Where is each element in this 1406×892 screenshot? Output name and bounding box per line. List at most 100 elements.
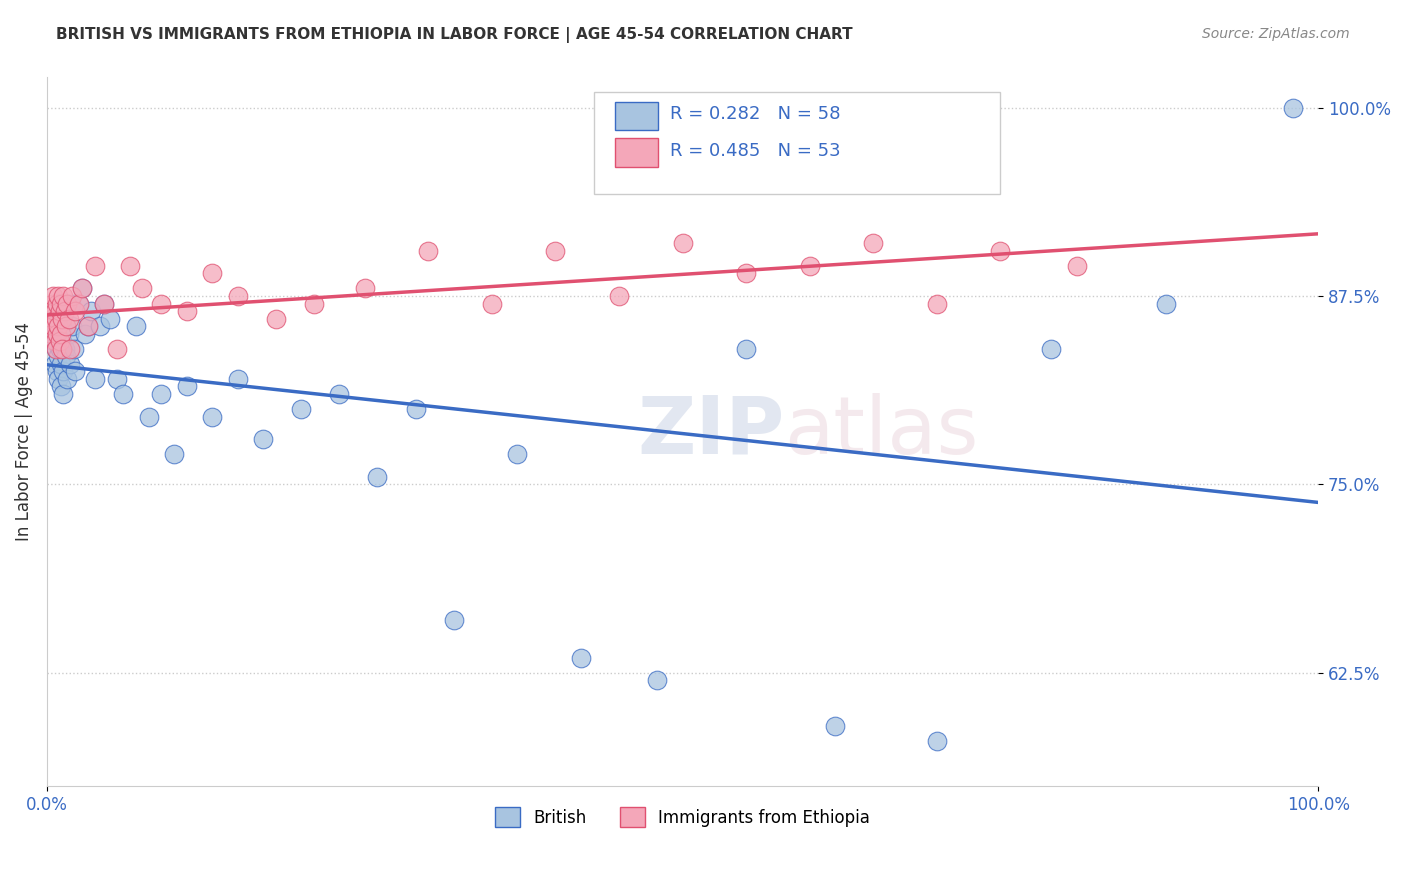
Point: [150, 296, 173, 310]
Text: atlas: atlas: [785, 392, 979, 471]
Text: ZIP: ZIP: [637, 392, 785, 471]
Point: [671, 236, 693, 251]
Point: [56, 296, 79, 310]
Point: [799, 259, 821, 273]
Point: [44, 357, 66, 371]
Point: [72, 281, 94, 295]
Point: [353, 281, 375, 295]
Point: [105, 342, 128, 356]
Point: [824, 718, 846, 732]
Point: [735, 266, 758, 280]
Point: [51, 334, 73, 348]
Point: [506, 447, 529, 461]
Point: [252, 432, 274, 446]
Point: [150, 387, 173, 401]
Point: [735, 342, 758, 356]
Point: [60, 289, 83, 303]
Point: [1154, 296, 1177, 310]
Point: [52, 289, 75, 303]
Point: [201, 409, 224, 424]
Point: [176, 379, 198, 393]
Point: [443, 613, 465, 627]
Point: [990, 244, 1012, 258]
Point: [45, 342, 67, 356]
Point: [163, 447, 186, 461]
Point: [328, 387, 350, 401]
Point: [48, 342, 70, 356]
Point: [52, 364, 75, 378]
Point: [59, 342, 82, 356]
Point: [176, 304, 198, 318]
Text: Source: ZipAtlas.com: Source: ZipAtlas.com: [1202, 27, 1350, 41]
Point: [84, 372, 107, 386]
Point: [45, 311, 67, 326]
FancyBboxPatch shape: [593, 92, 1001, 194]
Point: [80, 304, 103, 318]
Point: [53, 304, 76, 318]
Point: [118, 259, 141, 273]
Point: [100, 311, 122, 326]
Point: [1282, 101, 1305, 115]
Point: [925, 733, 948, 747]
Point: [46, 372, 69, 386]
Point: [42, 334, 65, 348]
Point: [49, 357, 72, 371]
Point: [56, 372, 79, 386]
Point: [39, 311, 62, 326]
Point: [226, 289, 249, 303]
Point: [131, 281, 153, 295]
Point: [226, 372, 249, 386]
Text: BRITISH VS IMMIGRANTS FROM ETHIOPIA IN LABOR FORCE | AGE 45-54 CORRELATION CHART: BRITISH VS IMMIGRANTS FROM ETHIOPIA IN L…: [56, 27, 853, 43]
Point: [76, 319, 98, 334]
Point: [60, 319, 83, 334]
Point: [607, 289, 630, 303]
Point: [59, 357, 82, 371]
Point: [44, 304, 66, 318]
Point: [55, 319, 77, 334]
Point: [418, 244, 440, 258]
Point: [48, 334, 70, 348]
Point: [67, 296, 90, 310]
Point: [138, 409, 160, 424]
Point: [290, 402, 312, 417]
Legend: British, Immigrants from Ethiopia: British, Immigrants from Ethiopia: [488, 800, 877, 834]
Point: [76, 319, 98, 334]
FancyBboxPatch shape: [616, 138, 658, 167]
Point: [53, 342, 76, 356]
Point: [51, 319, 73, 334]
Point: [84, 259, 107, 273]
Point: [58, 326, 80, 341]
Point: [42, 319, 65, 334]
Point: [1040, 342, 1063, 356]
Point: [55, 349, 77, 363]
Point: [862, 236, 884, 251]
Point: [51, 342, 73, 356]
Point: [112, 387, 135, 401]
Point: [201, 266, 224, 280]
Point: [481, 296, 503, 310]
FancyBboxPatch shape: [616, 102, 658, 130]
Point: [1066, 259, 1088, 273]
Point: [48, 326, 70, 341]
Point: [72, 281, 94, 295]
Point: [544, 244, 567, 258]
Y-axis label: In Labor Force | Age 45-54: In Labor Force | Age 45-54: [15, 322, 32, 541]
Point: [46, 349, 69, 363]
Point: [63, 304, 86, 318]
Point: [46, 289, 69, 303]
Point: [302, 296, 325, 310]
Point: [63, 364, 86, 378]
Point: [44, 326, 66, 341]
Text: R = 0.282   N = 58: R = 0.282 N = 58: [669, 105, 841, 123]
Point: [41, 326, 63, 341]
Point: [58, 311, 80, 326]
Point: [925, 296, 948, 310]
Point: [46, 319, 69, 334]
Point: [44, 334, 66, 348]
Point: [60, 296, 83, 310]
Point: [46, 364, 69, 378]
Point: [93, 296, 115, 310]
Point: [41, 296, 63, 310]
Point: [569, 650, 592, 665]
Point: [93, 296, 115, 310]
